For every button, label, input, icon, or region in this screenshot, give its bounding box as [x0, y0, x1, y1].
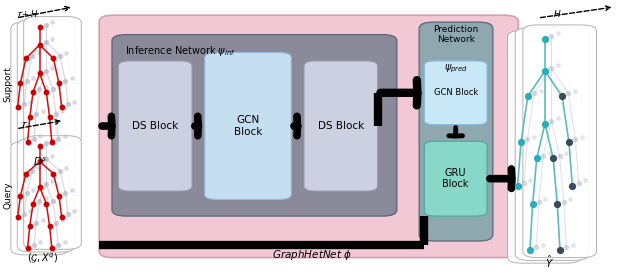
- Text: GraphHetNet $\phi$: GraphHetNet $\phi$: [271, 248, 352, 262]
- FancyBboxPatch shape: [304, 61, 378, 191]
- Text: $\mathcal{T}+H$: $\mathcal{T}+H$: [15, 8, 38, 19]
- FancyBboxPatch shape: [523, 25, 596, 258]
- FancyBboxPatch shape: [112, 35, 397, 216]
- FancyBboxPatch shape: [11, 141, 68, 255]
- FancyBboxPatch shape: [11, 22, 68, 150]
- Text: $\psi_{pred}$: $\psi_{pred}$: [444, 62, 468, 75]
- Text: $\mathcal{T}$: $\mathcal{T}$: [20, 119, 29, 130]
- FancyBboxPatch shape: [17, 19, 75, 147]
- Text: $D^s$: $D^s$: [33, 155, 47, 168]
- FancyBboxPatch shape: [419, 22, 493, 241]
- FancyBboxPatch shape: [118, 61, 192, 191]
- Text: GCN Block: GCN Block: [433, 88, 478, 97]
- FancyBboxPatch shape: [508, 30, 581, 263]
- FancyBboxPatch shape: [515, 28, 589, 260]
- Text: Query: Query: [3, 181, 12, 209]
- FancyBboxPatch shape: [24, 136, 81, 249]
- Text: $\hat{Y}$: $\hat{Y}$: [545, 254, 554, 270]
- Text: Inference Network $\psi_{inf}$: Inference Network $\psi_{inf}$: [125, 44, 236, 58]
- Text: GCN
Block: GCN Block: [234, 115, 262, 137]
- Text: DS Block: DS Block: [132, 121, 179, 131]
- Text: Prediction
Network: Prediction Network: [433, 25, 479, 44]
- FancyBboxPatch shape: [99, 15, 518, 258]
- Text: Support: Support: [3, 66, 12, 102]
- FancyBboxPatch shape: [424, 61, 487, 125]
- FancyBboxPatch shape: [205, 53, 291, 199]
- Text: $(\mathcal{G}, X^q)$: $(\mathcal{G}, X^q)$: [26, 251, 58, 265]
- FancyBboxPatch shape: [424, 141, 487, 216]
- Text: GRU
Block: GRU Block: [442, 168, 469, 189]
- FancyBboxPatch shape: [24, 17, 81, 144]
- FancyBboxPatch shape: [17, 138, 75, 252]
- Text: DS Block: DS Block: [317, 121, 364, 131]
- Text: $H$: $H$: [552, 8, 561, 19]
